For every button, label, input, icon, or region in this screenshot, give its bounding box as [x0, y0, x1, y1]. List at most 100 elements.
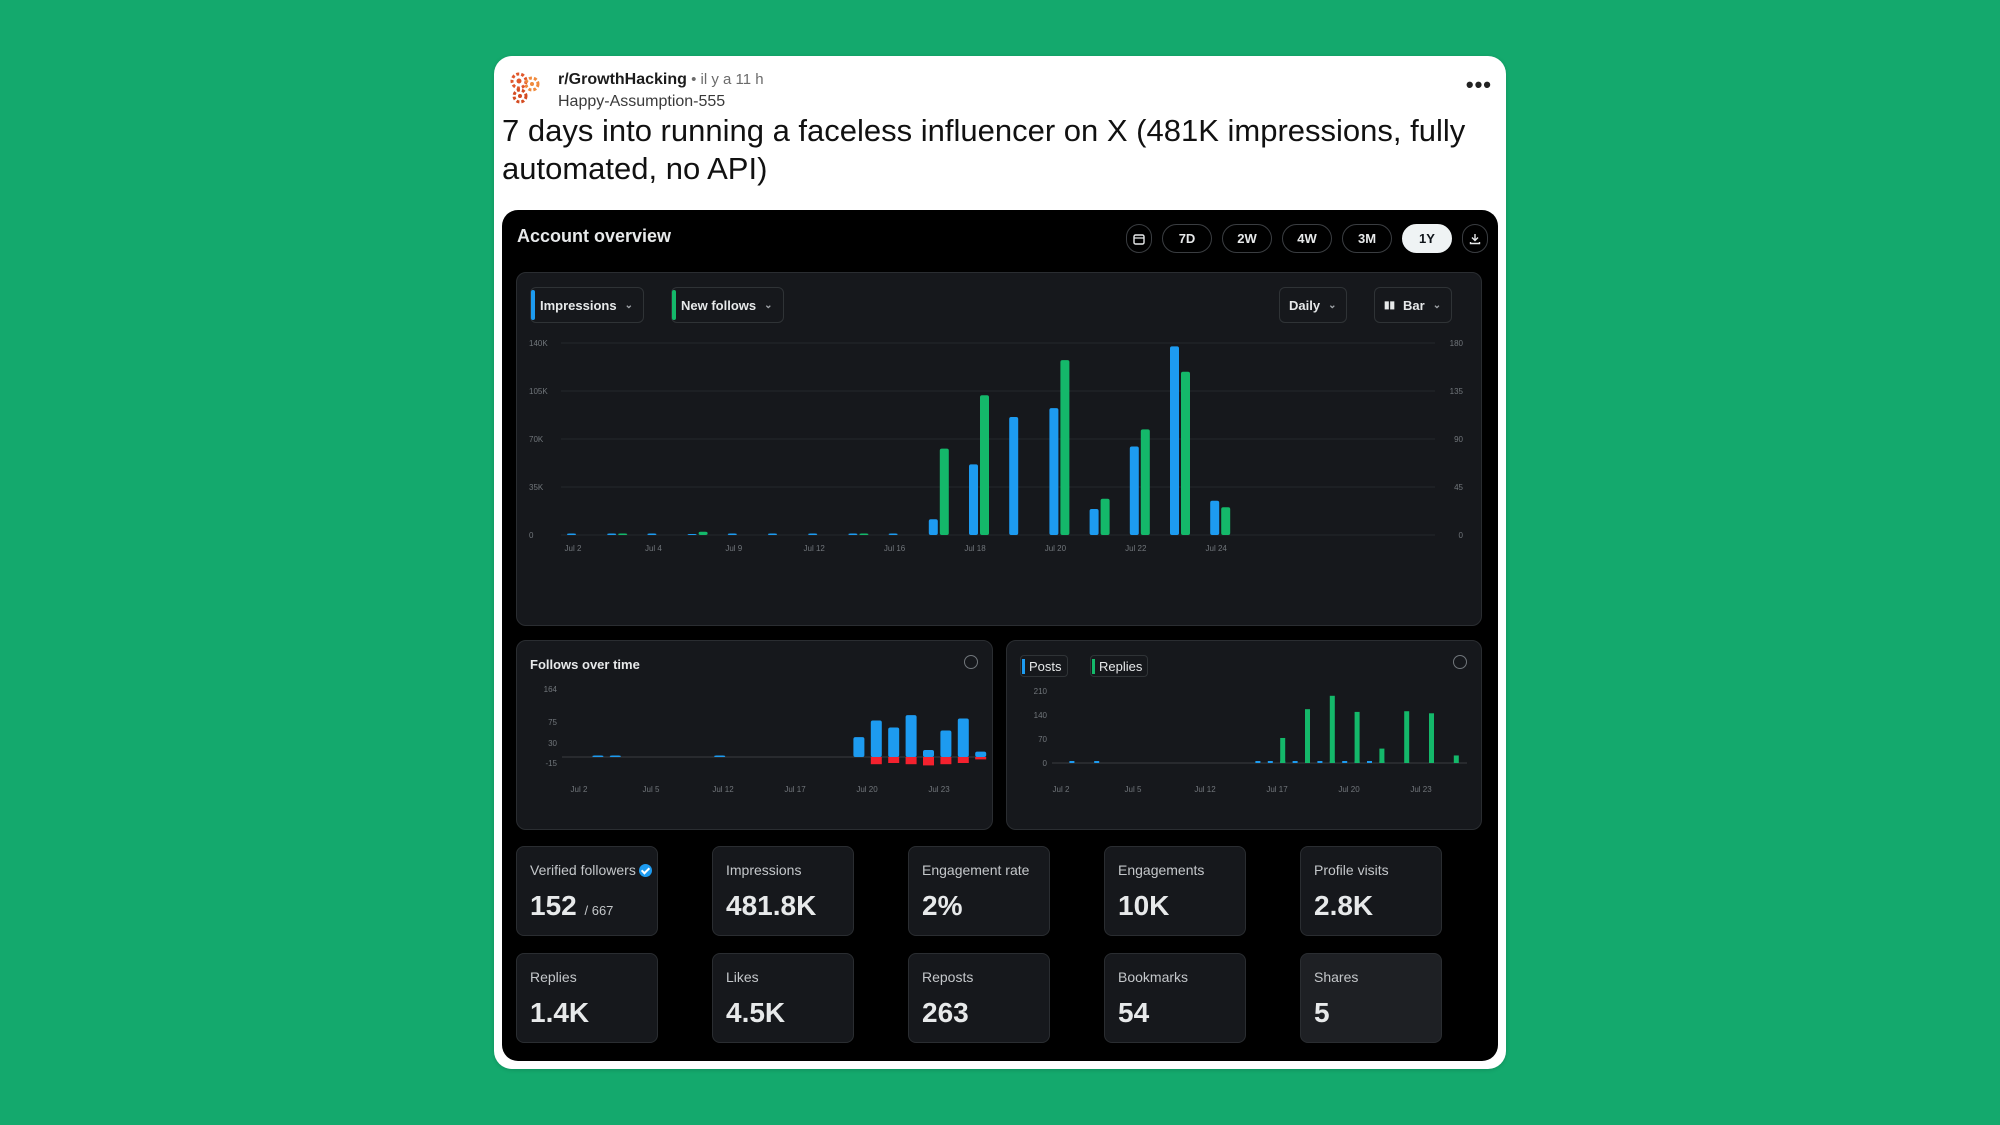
impressions-bar: [1049, 408, 1059, 535]
posts-bar: [1069, 761, 1075, 763]
info-icon[interactable]: [964, 655, 978, 669]
x-tick-label: Jul 9: [725, 544, 742, 553]
subreddit-name[interactable]: r/GrowthHacking: [558, 71, 687, 88]
impressions-bar: [848, 533, 858, 535]
impressions-bar: [1009, 417, 1019, 535]
info-icon[interactable]: [1453, 655, 1467, 669]
impressions-bar: [888, 533, 898, 535]
range-2w-button[interactable]: 2W: [1222, 224, 1272, 253]
stat-replies[interactable]: Replies 1.4K: [516, 953, 658, 1043]
posts-bar: [1292, 761, 1298, 763]
metric2-label: New follows: [681, 297, 757, 313]
stat-engagement-rate[interactable]: Engagement rate 2%: [908, 846, 1050, 936]
x-tick-label: Jul 20: [1045, 544, 1067, 553]
new-follows-bar: [618, 533, 628, 535]
replies-bar: [1305, 709, 1310, 763]
posts-bar: [1255, 761, 1261, 763]
calendar-icon[interactable]: [1126, 224, 1152, 253]
stat-engagements[interactable]: Engagements 10K: [1104, 846, 1246, 936]
new-follows-bar: [1221, 507, 1231, 535]
replies-legend[interactable]: Replies: [1090, 655, 1149, 677]
stat-value: 263: [922, 997, 969, 1028]
verified-label: Verified followers: [530, 862, 636, 878]
replies-legend-label: Replies: [1099, 658, 1143, 674]
x-tick-label: Jul 16: [884, 544, 906, 553]
x-tick-label: Jul 22: [1125, 544, 1147, 553]
unfollows-bar: [888, 757, 900, 763]
interval-dropdown[interactable]: Daily ⌄: [1279, 287, 1348, 323]
y-tick-label: -15: [545, 759, 557, 768]
replies-swatch: [1092, 659, 1095, 674]
unfollows-bar: [940, 757, 952, 765]
x-tick-label: Jul 4: [645, 544, 662, 553]
verified-total: / 667: [584, 903, 614, 918]
unfollows-bar: [957, 757, 969, 763]
posts-bar: [1367, 761, 1372, 763]
stat-label: Impressions: [726, 862, 802, 878]
download-icon[interactable]: [1462, 224, 1488, 253]
y-tick-label: 164: [544, 685, 558, 694]
post-header: r/GrowthHacking • il y a 11 h Happy-Assu…: [508, 64, 1492, 114]
stat-verified-followers[interactable]: Verified followers 152 / 667: [516, 846, 658, 936]
stat-reposts[interactable]: Reposts 263: [908, 953, 1050, 1043]
stat-label: Likes: [726, 969, 759, 985]
verified-value: 152: [530, 890, 577, 921]
new-follows-bar: [1140, 429, 1150, 535]
stat-likes[interactable]: Likes 4.5K: [712, 953, 854, 1043]
range-1y-button[interactable]: 1Y: [1402, 224, 1452, 253]
y-right-tick-label: 90: [1454, 435, 1463, 444]
impressions-bar: [647, 533, 657, 535]
follows-bar: [870, 720, 882, 757]
y-left-tick-label: 105K: [529, 387, 548, 396]
posts-legend[interactable]: Posts: [1020, 655, 1068, 677]
post-title[interactable]: 7 days into running a faceless influence…: [502, 113, 1466, 186]
y-tick-label: 75: [548, 718, 557, 727]
new-follows-bar: [698, 531, 708, 535]
stat-label: Engagement rate: [922, 862, 1030, 878]
posts-bar: [1317, 761, 1323, 763]
replies-bar: [1404, 711, 1410, 763]
stat-value: 481.8K: [726, 890, 817, 921]
stat-value: 2%: [922, 890, 963, 921]
stat-impressions[interactable]: Impressions 481.8K: [712, 846, 854, 936]
impressions-bar: [928, 519, 938, 535]
reddit-post-card: r/GrowthHacking • il y a 11 h Happy-Assu…: [494, 56, 1506, 1069]
posts-bar: [1094, 761, 1100, 763]
chart-type-dropdown[interactable]: ▮▮ Bar ⌄: [1374, 287, 1453, 323]
follows-bar: [975, 751, 987, 757]
gear-logo-icon: [510, 72, 540, 104]
stat-label: Verified followers: [530, 862, 652, 878]
range-7d-button[interactable]: 7D: [1162, 224, 1212, 253]
more-options-icon[interactable]: •••: [1465, 72, 1492, 97]
x-tick-label: Jul 2: [565, 544, 582, 553]
y-tick-label: 140: [1034, 711, 1048, 720]
y-tick-label: 30: [548, 739, 557, 748]
new-follows-bar: [980, 395, 989, 535]
x-tick-label: Jul 5: [643, 785, 660, 794]
author-name[interactable]: Happy-Assumption-555: [558, 93, 726, 110]
impressions-bar: [727, 533, 737, 535]
bar-chart-icon: ▮▮: [1384, 299, 1396, 311]
stat-label: Replies: [530, 969, 577, 985]
x-tick-label: Jul 20: [1338, 785, 1360, 794]
posts-bar: [1342, 761, 1348, 763]
metric1-label: Impressions: [540, 297, 617, 313]
impressions-bar: [1089, 508, 1099, 535]
stat-bookmarks[interactable]: Bookmarks 54: [1104, 953, 1246, 1043]
follows-over-time-chart: 164 75 30 -15 Jul 2 Jul 5 Jul 12 Jul 17 Jul 20 Ju…: [544, 685, 987, 794]
stat-shares[interactable]: Shares 5: [1300, 953, 1442, 1043]
follows-bar: [592, 755, 604, 757]
x-tick-label: Jul 17: [1266, 785, 1288, 794]
metric1-dropdown[interactable]: Impressions ⌄: [530, 287, 644, 323]
new-follows-bar: [1100, 498, 1110, 535]
stat-profile-visits[interactable]: Profile visits 2.8K: [1300, 846, 1442, 936]
y-left-tick-label: 0: [529, 531, 534, 540]
stat-label: Engagements: [1118, 862, 1205, 878]
replies-bar: [1453, 755, 1459, 763]
metric2-dropdown[interactable]: New follows ⌄: [671, 287, 784, 323]
y-left-tick-label: 140K: [529, 339, 548, 348]
subreddit-avatar[interactable]: [508, 70, 544, 106]
x-tick-label: Jul 2: [571, 785, 588, 794]
range-4w-button[interactable]: 4W: [1282, 224, 1332, 253]
range-3m-button[interactable]: 3M: [1342, 224, 1392, 253]
